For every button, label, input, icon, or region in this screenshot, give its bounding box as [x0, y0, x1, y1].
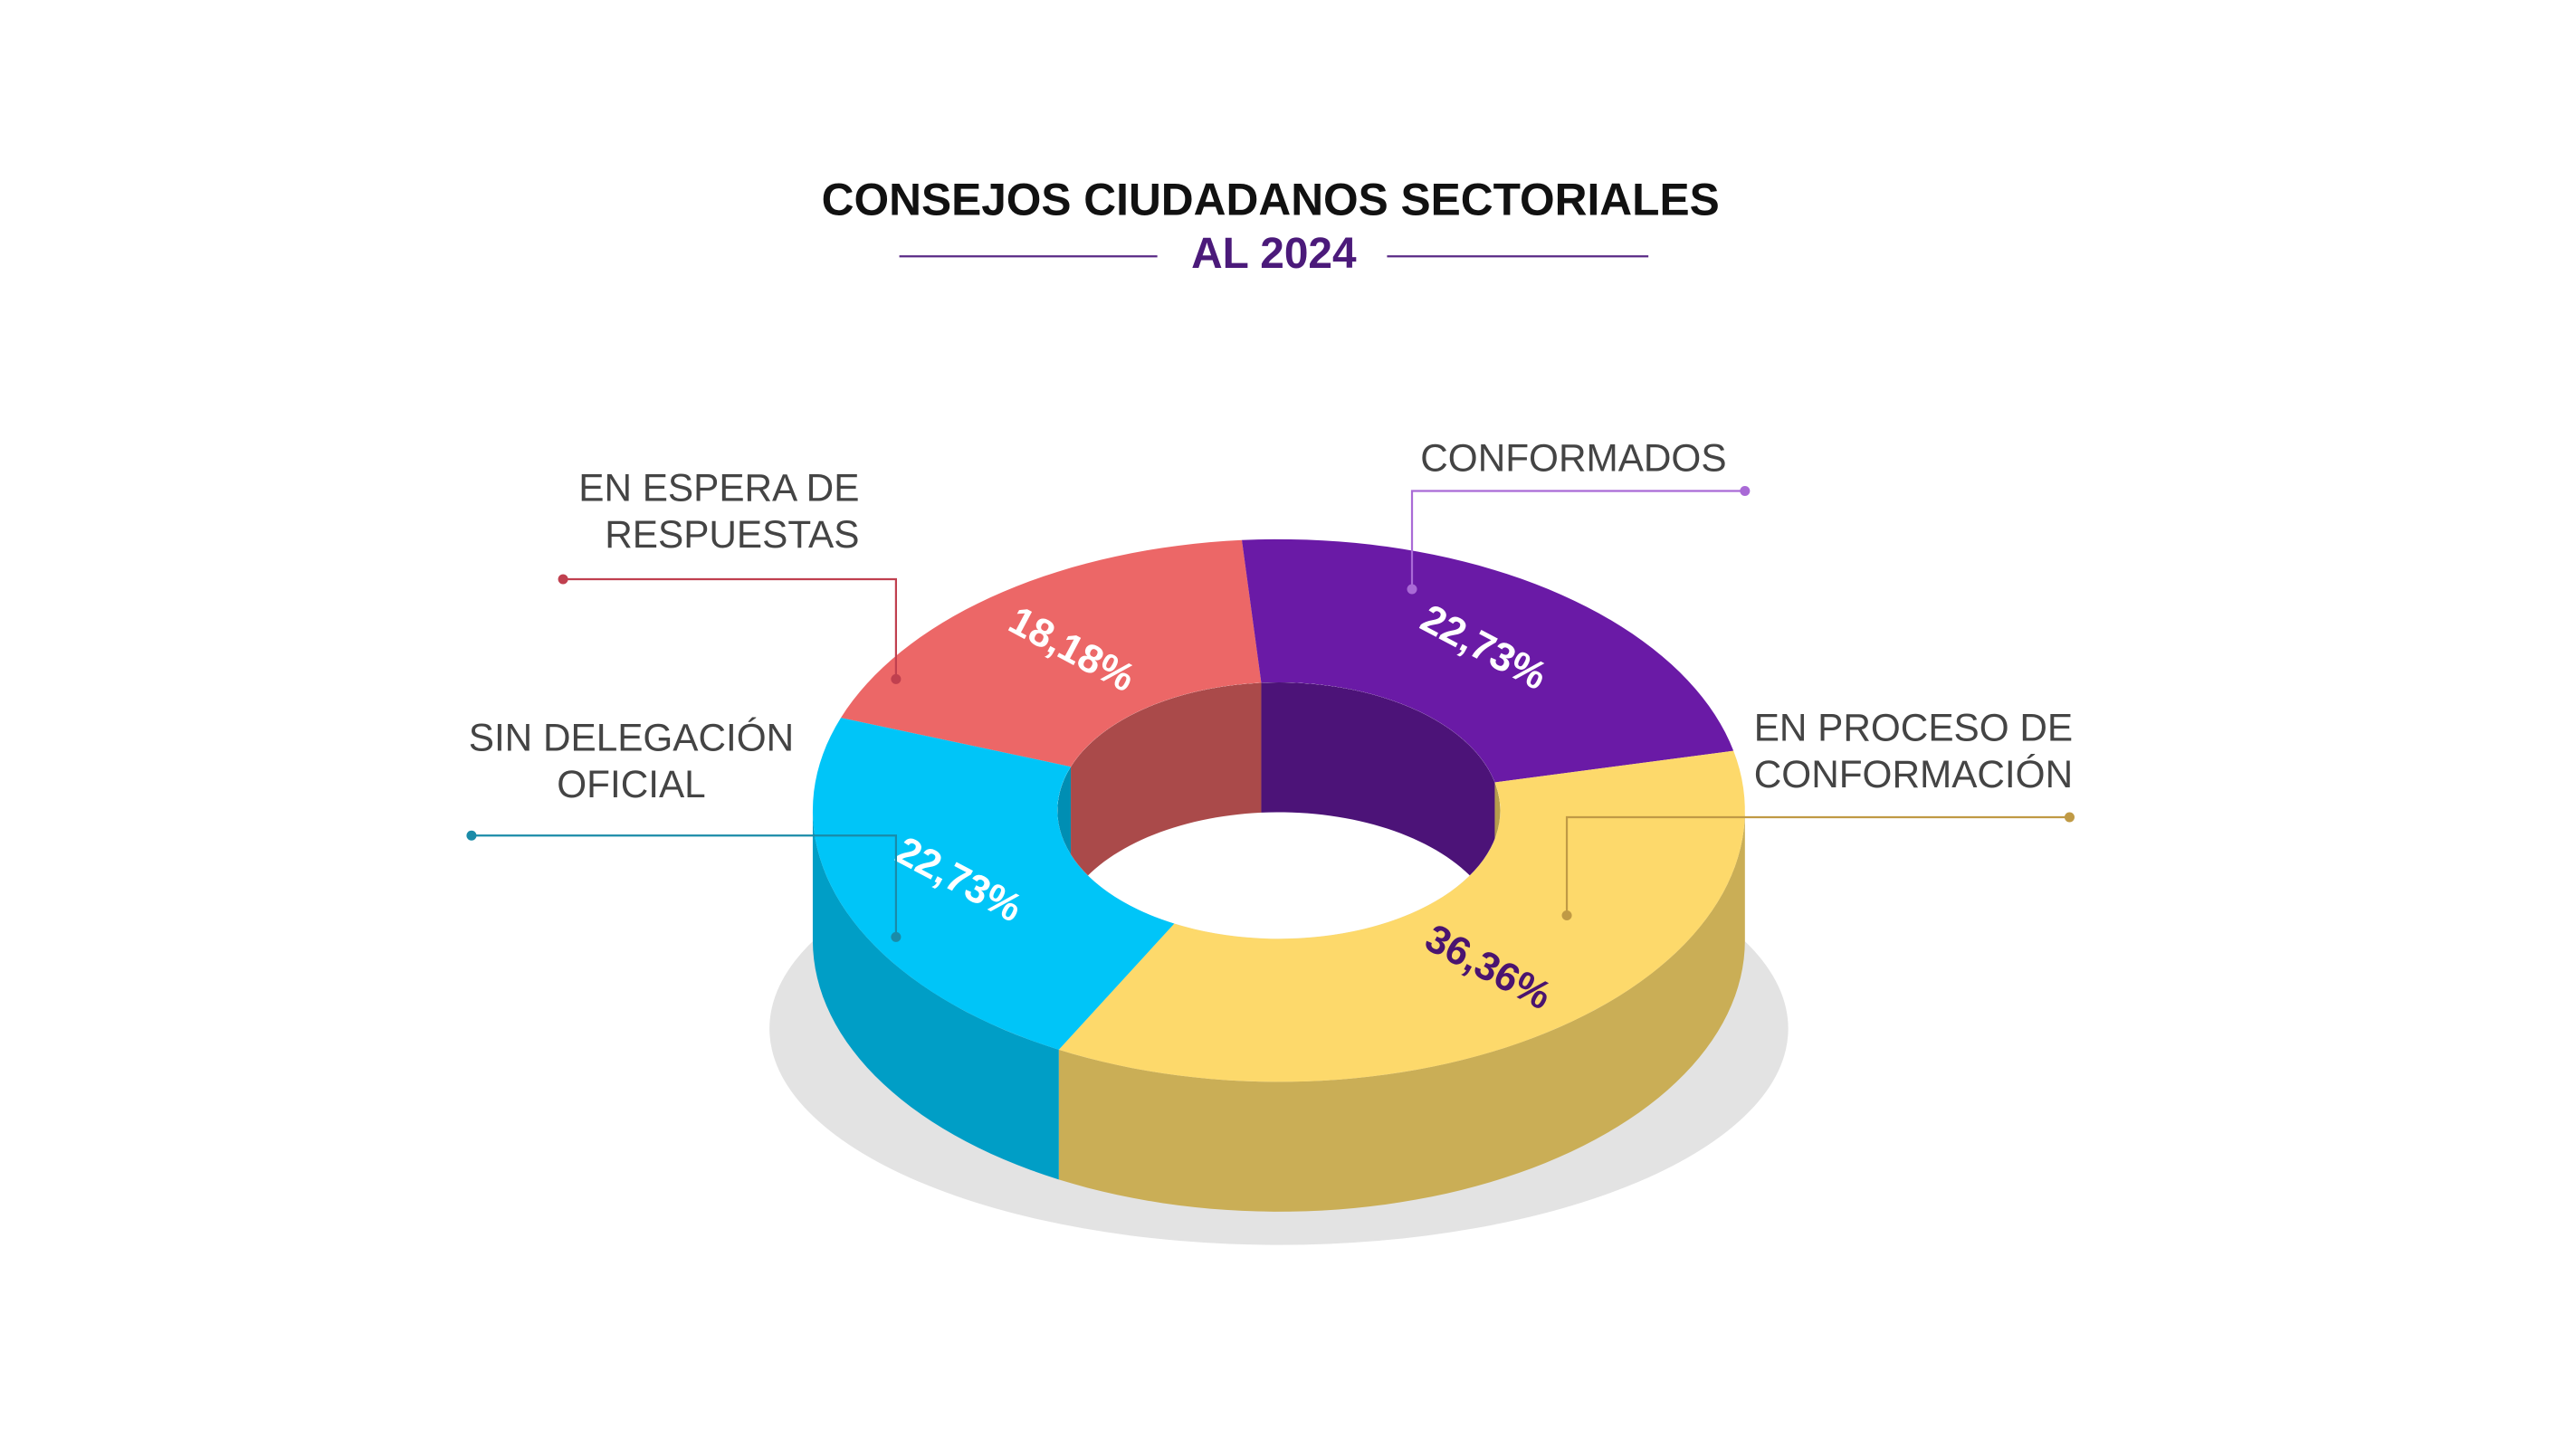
leader-dot [466, 830, 477, 841]
label-line: CONFORMACIÓN [1754, 753, 2073, 795]
leader-dot [891, 673, 902, 684]
category-label: SIN DELEGACIÓN OFICIAL [469, 717, 794, 805]
leader-line [1410, 490, 1745, 590]
leader-line [563, 577, 898, 680]
label-line: RESPUESTAS [605, 513, 859, 556]
slice-inner-wall [1261, 682, 1495, 912]
category-label: EN PROCESO DE CONFORMACIÓN [1754, 707, 2073, 795]
chart-subtitle: AL 2024 [1191, 230, 1357, 278]
slice-side [812, 810, 1059, 1180]
category-label: EN ESPERA DE RESPUESTAS [578, 467, 859, 556]
leader-line [1565, 815, 2070, 916]
leader-dot [1740, 486, 1751, 497]
chart-title: CONSEJOS CIUDADANOS SECTORIALES [822, 174, 1720, 224]
label-line: EN ESPERA DE [578, 467, 859, 510]
label-line: SIN DELEGACIÓN [469, 717, 794, 759]
slice-top [1058, 750, 1745, 1082]
label-line: OFICIAL [557, 763, 705, 805]
leader-dot [558, 574, 568, 585]
leader-dot [891, 931, 902, 942]
label-line: EN PROCESO DE [1754, 707, 2073, 749]
slice-side [1058, 810, 1745, 1212]
leader-dot [1561, 910, 1572, 921]
slice-top [1242, 538, 1734, 783]
slice-inner-wall [1071, 682, 1262, 897]
category-label: CONFORMADOS [1420, 437, 1726, 480]
leader-line [471, 834, 898, 938]
leader-dot [2064, 812, 2075, 823]
leader-dot [1407, 584, 1417, 595]
slice-top [841, 539, 1262, 767]
slice-top [812, 718, 1175, 1050]
